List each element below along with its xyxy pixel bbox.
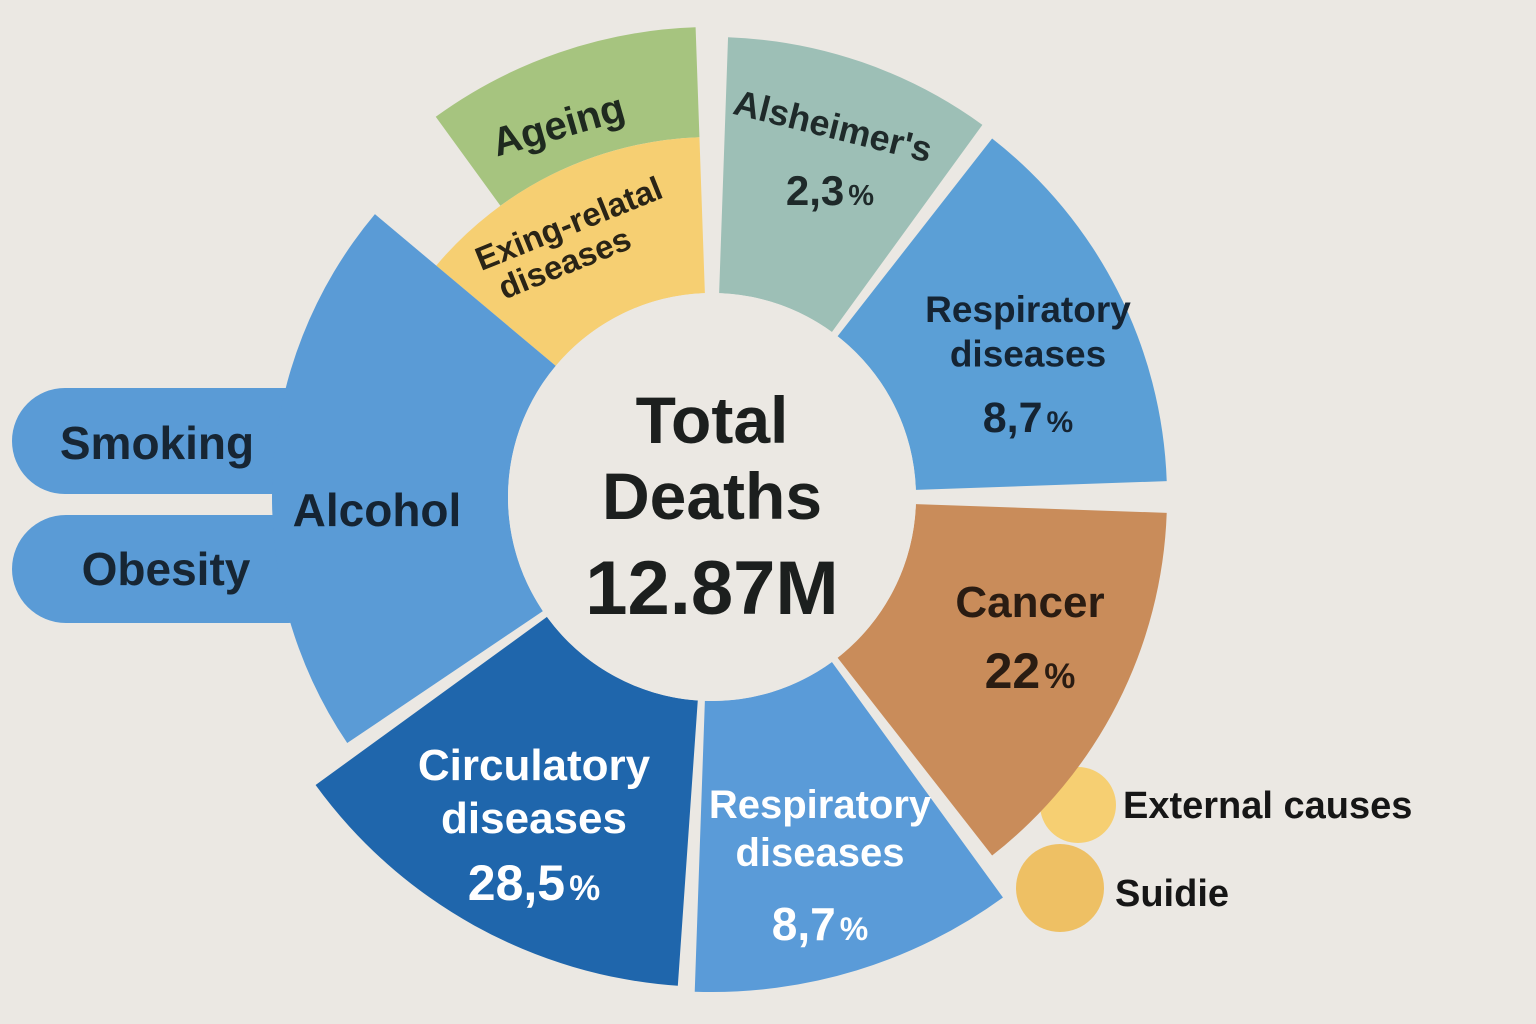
center-hole (508, 293, 916, 701)
segment-alcohol (272, 214, 556, 744)
center-total: 12.87M (585, 546, 839, 631)
segment-age-related (436, 137, 705, 366)
segment-cancer (837, 504, 1167, 856)
label-circulatory-line2: diseases (441, 794, 627, 843)
external-causes-label: External causes (1123, 785, 1412, 827)
label-alcohol: Alcohol (293, 484, 462, 536)
smoking-tab (12, 388, 342, 494)
segment-circulatory (315, 616, 698, 986)
center-title-line2: Deaths (602, 459, 822, 533)
suicide-bubble (1016, 844, 1104, 932)
label-respiratory-1-line2: diseases (950, 333, 1106, 374)
donut-segments (272, 27, 1167, 992)
obesity-label: Obesity (82, 543, 251, 595)
label-respiratory-2-line2: diseases (735, 831, 904, 875)
segment-respiratory-2 (694, 662, 1003, 992)
segment-alzheimers (719, 37, 983, 332)
suicide-label: Suidie (1115, 873, 1229, 915)
segment-ageing (435, 27, 700, 206)
segment-respiratory-1 (837, 138, 1167, 490)
label-respiratory-2-line1: Respiratory (709, 783, 932, 827)
label-respiratory-1-line1: Respiratory (925, 289, 1131, 330)
obesity-tab (12, 515, 342, 623)
center-title-line1: Total (636, 383, 789, 457)
label-cancer: Cancer (955, 578, 1104, 627)
label-circulatory-line1: Circulatory (418, 741, 651, 790)
smoking-label: Smoking (60, 417, 254, 469)
